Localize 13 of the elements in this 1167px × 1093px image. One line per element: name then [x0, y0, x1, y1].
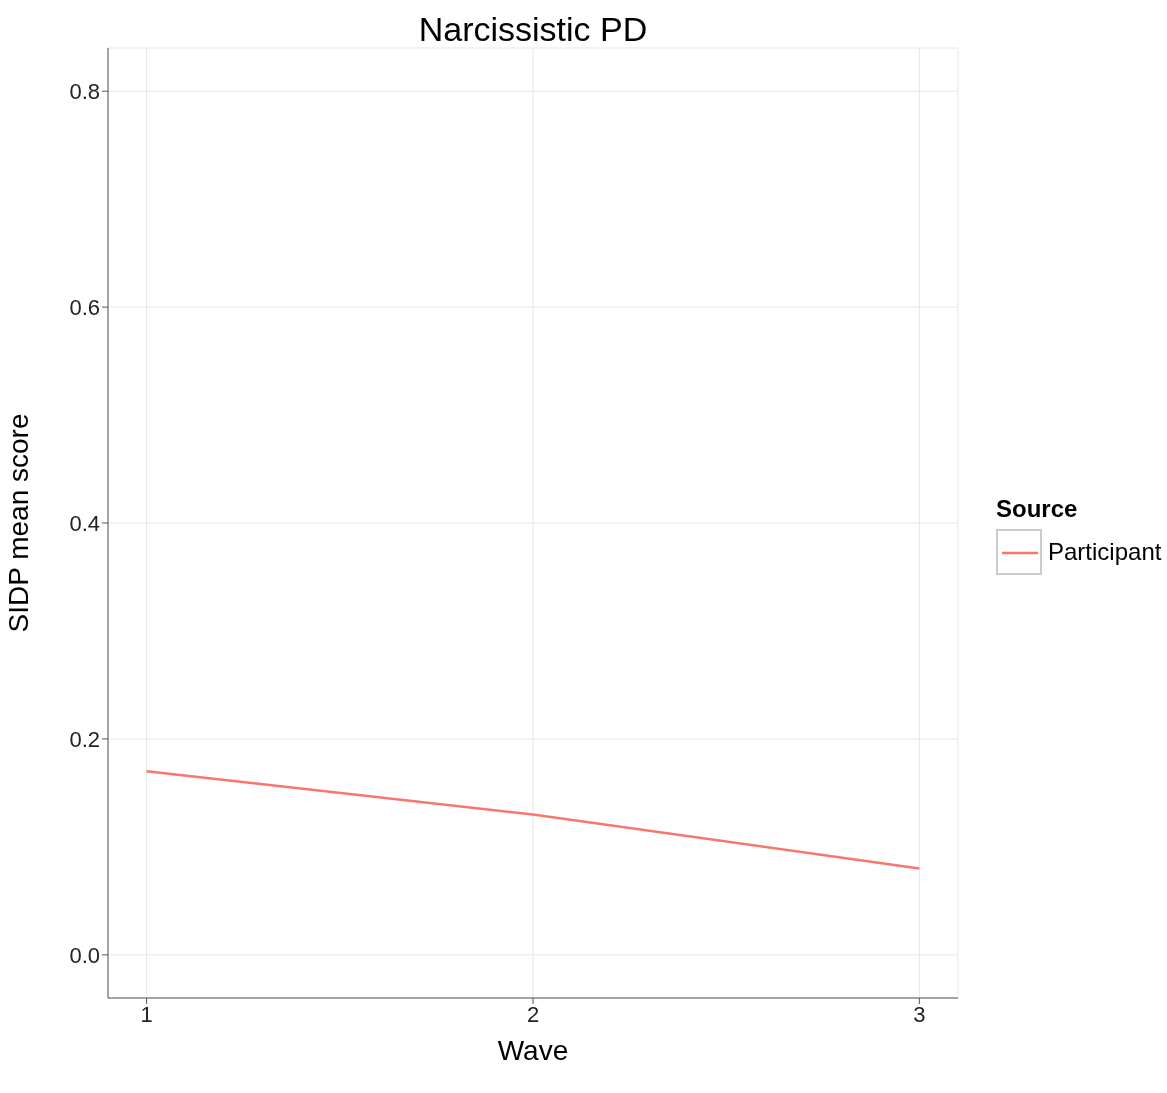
chart-title: Narcissistic PD [417, 10, 649, 49]
x-tick-label: 1 [140, 1001, 153, 1027]
legend-title: Source [996, 495, 1079, 523]
y-tick-label: 0.8 [69, 78, 100, 104]
x-axis-title: Wave [497, 1035, 569, 1066]
legend-label: Participant [1048, 538, 1162, 566]
y-tick-label: 0.2 [69, 726, 100, 752]
x-tick-label: 2 [526, 1001, 540, 1027]
y-tick-label: 0.0 [69, 942, 100, 968]
y-axis-title: SIDP mean score [2, 413, 34, 633]
y-tick-label: 0.4 [69, 510, 100, 536]
x-tick-label: 3 [913, 1001, 926, 1027]
y-tick-label: 0.6 [69, 294, 100, 320]
